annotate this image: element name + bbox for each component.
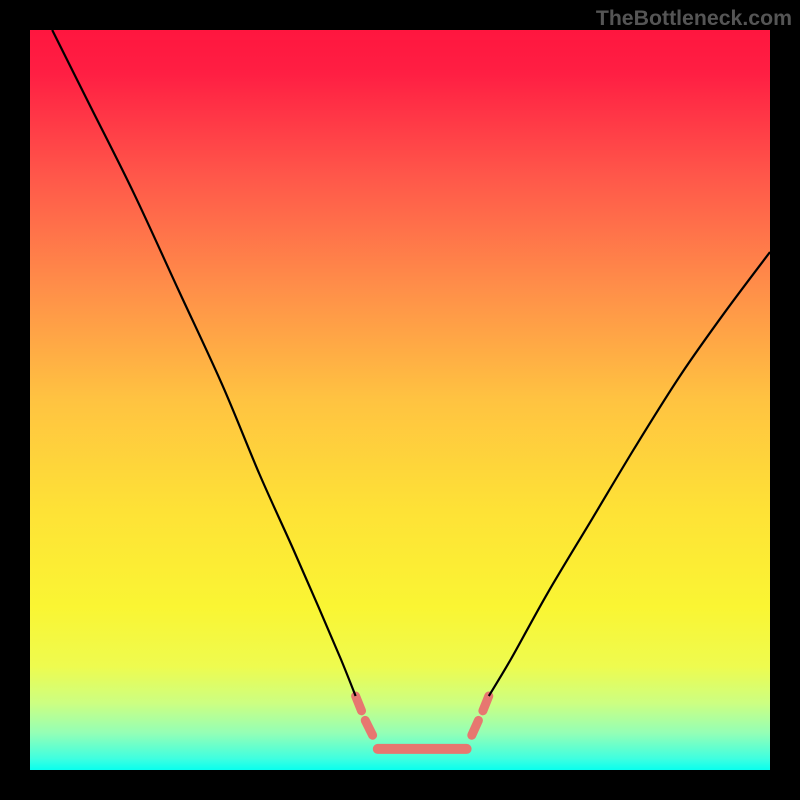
curves-layer bbox=[30, 30, 770, 770]
watermark-text: TheBottleneck.com bbox=[596, 6, 792, 31]
connector-band bbox=[356, 696, 489, 749]
left-curve bbox=[52, 30, 355, 696]
right-curve bbox=[489, 252, 770, 696]
chart-frame: TheBottleneck.com bbox=[0, 0, 800, 800]
plot-area bbox=[30, 30, 770, 770]
